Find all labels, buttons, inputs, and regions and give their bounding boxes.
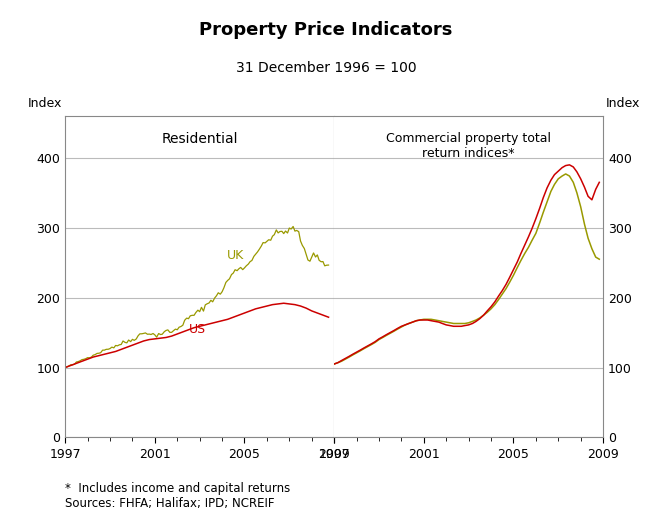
Text: US: US [188, 323, 205, 336]
Text: Index: Index [606, 96, 640, 110]
Text: UK: UK [226, 249, 244, 262]
Text: Commercial property total
return indices*: Commercial property total return indices… [386, 132, 551, 160]
Text: *  Includes income and capital returns
Sources: FHFA; Halifax; IPD; NCREIF: * Includes income and capital returns So… [65, 482, 290, 510]
Text: Residential: Residential [162, 132, 238, 146]
Text: Index: Index [28, 96, 63, 110]
Text: 31 December 1996 = 100: 31 December 1996 = 100 [235, 61, 417, 75]
Text: Property Price Indicators: Property Price Indicators [200, 21, 452, 39]
